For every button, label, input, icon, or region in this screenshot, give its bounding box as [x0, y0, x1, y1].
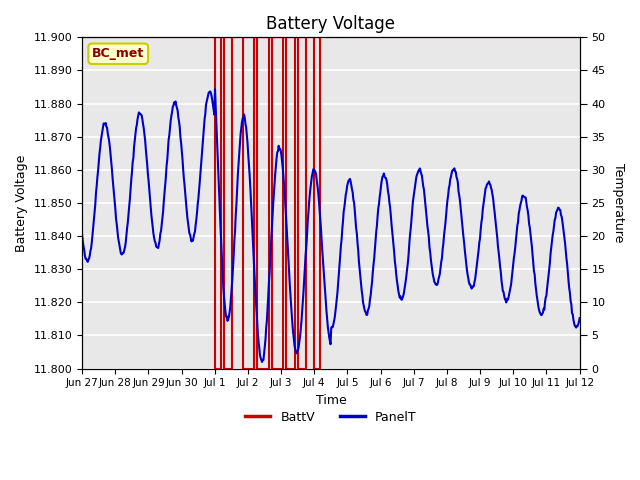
Bar	[243, 37, 254, 369]
Bar	[286, 37, 295, 369]
Bar	[215, 37, 221, 369]
Y-axis label: Temperature: Temperature	[612, 163, 625, 242]
Bar	[298, 37, 306, 369]
Bar	[314, 37, 320, 369]
Y-axis label: Battery Voltage: Battery Voltage	[15, 154, 28, 252]
Bar	[272, 37, 283, 369]
Bar	[257, 37, 269, 369]
Text: BC_met: BC_met	[92, 47, 145, 60]
X-axis label: Time: Time	[316, 394, 346, 407]
Title: Battery Voltage: Battery Voltage	[266, 15, 396, 33]
Bar	[224, 37, 232, 369]
Legend: BattV, PanelT: BattV, PanelT	[240, 406, 422, 429]
